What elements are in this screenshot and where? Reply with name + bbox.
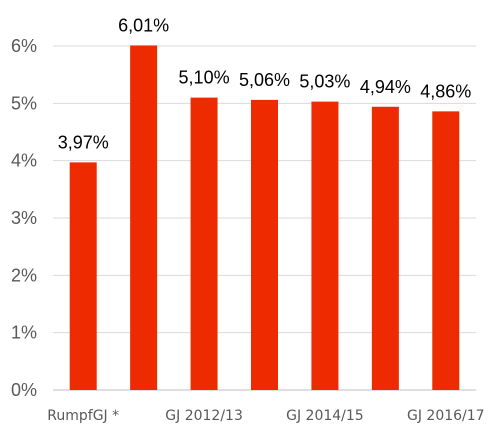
data-label: 6,01% (118, 15, 169, 35)
data-labels: 3,97% 6,01% 5,10% 5,06% 5,03% 4,94% 4,86% (58, 15, 472, 152)
data-label: 5,10% (179, 68, 230, 88)
bar-5 (371, 106, 399, 391)
y-axis: 0% 1% 2% 3% 4% 5% 6% (11, 36, 37, 400)
y-tick-label: 1% (11, 323, 37, 343)
y-tick-label: 4% (11, 151, 37, 171)
data-label: 4,86% (420, 81, 471, 101)
x-tick-label: GJ 2016/17 (407, 408, 485, 424)
x-tick-label: RumpfGJ * (47, 408, 119, 424)
y-tick-label: 6% (11, 36, 37, 56)
data-label: 5,03% (299, 72, 350, 92)
bar-3 (251, 99, 278, 390)
data-label: 3,97% (58, 132, 109, 152)
x-axis: RumpfGJ * GJ 2012/13 GJ 2014/15 GJ 2016/17 (47, 408, 484, 424)
bars (69, 45, 460, 391)
x-tick-label: GJ 2014/15 (286, 408, 364, 424)
y-tick-label: 2% (11, 265, 37, 285)
data-label: 4,94% (360, 77, 411, 97)
y-tick-label: 0% (11, 380, 37, 400)
bar-4 (311, 101, 339, 390)
data-label: 5,06% (239, 70, 290, 90)
bar-6 (432, 111, 460, 391)
x-tick-label: GJ 2012/13 (165, 408, 243, 424)
bar-2 (190, 97, 218, 390)
y-tick-label: 5% (11, 93, 37, 113)
bar-0 (69, 162, 97, 390)
y-tick-label: 3% (11, 208, 37, 228)
bar-1 (130, 45, 158, 390)
